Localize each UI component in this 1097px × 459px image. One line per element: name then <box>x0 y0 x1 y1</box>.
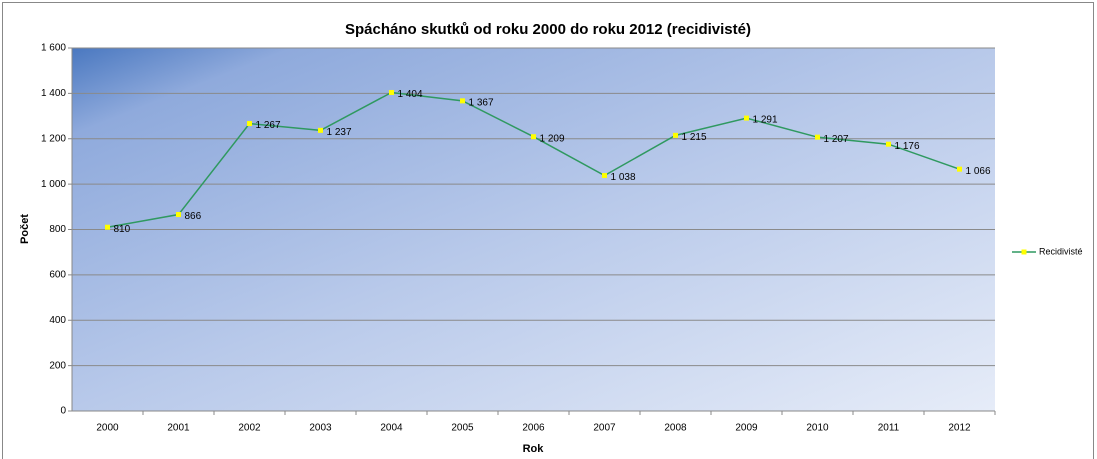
y-tick-label: 1 000 <box>41 179 66 190</box>
data-label: 1 267 <box>256 120 281 131</box>
marker <box>460 98 465 104</box>
marker <box>815 134 820 140</box>
data-label: 1 237 <box>327 127 352 138</box>
data-label: 1 176 <box>895 141 920 152</box>
x-tick-label: 2003 <box>309 423 332 434</box>
data-label: 1 209 <box>540 133 565 144</box>
data-label: 1 367 <box>469 98 494 109</box>
x-tick-label: 2006 <box>522 423 545 434</box>
data-label: 1 291 <box>753 115 778 126</box>
marker <box>531 134 536 140</box>
marker <box>957 166 962 172</box>
y-tick-label: 200 <box>49 360 66 371</box>
x-tick-label: 2008 <box>664 423 687 434</box>
y-tick-label: 800 <box>49 224 66 235</box>
chart-title: Spácháno skutků od roku 2000 do roku 201… <box>345 21 751 38</box>
x-tick-label: 2000 <box>96 423 119 434</box>
data-label: 1 038 <box>611 172 636 183</box>
legend-label: Recidivisté <box>1039 246 1083 256</box>
marker <box>176 212 181 218</box>
marker <box>247 121 252 127</box>
y-tick-label: 600 <box>49 270 66 281</box>
x-tick-label: 2010 <box>806 423 829 434</box>
legend-marker <box>1021 249 1027 255</box>
x-tick-label: 2005 <box>451 423 474 434</box>
x-axis-label: Rok <box>523 443 545 455</box>
y-tick-label: 400 <box>49 315 66 326</box>
y-tick-label: 1 400 <box>41 88 66 99</box>
y-axis-label: Počet <box>19 214 31 244</box>
x-tick-label: 2011 <box>878 423 900 434</box>
marker <box>318 127 323 133</box>
marker <box>744 115 749 121</box>
x-tick-label: 2012 <box>948 423 971 434</box>
x-tick-label: 2002 <box>238 423 261 434</box>
y-tick-label: 1 600 <box>41 43 66 54</box>
marker <box>389 89 394 95</box>
x-tick-label: 2001 <box>167 423 190 434</box>
y-tick-label: 1 200 <box>41 133 66 144</box>
data-label: 1 066 <box>966 166 991 177</box>
x-tick-label: 2007 <box>593 423 616 434</box>
data-label: 1 215 <box>682 132 707 143</box>
data-label: 1 207 <box>824 134 849 145</box>
marker <box>886 141 891 147</box>
y-tick-label: 0 <box>60 406 66 417</box>
data-label: 1 404 <box>398 89 423 100</box>
marker <box>105 224 110 230</box>
data-label: 866 <box>185 211 202 222</box>
x-tick-label: 2004 <box>380 423 403 434</box>
marker <box>602 173 607 179</box>
marker <box>673 132 678 138</box>
data-label: 810 <box>114 224 131 235</box>
x-tick-label: 2009 <box>735 423 758 434</box>
